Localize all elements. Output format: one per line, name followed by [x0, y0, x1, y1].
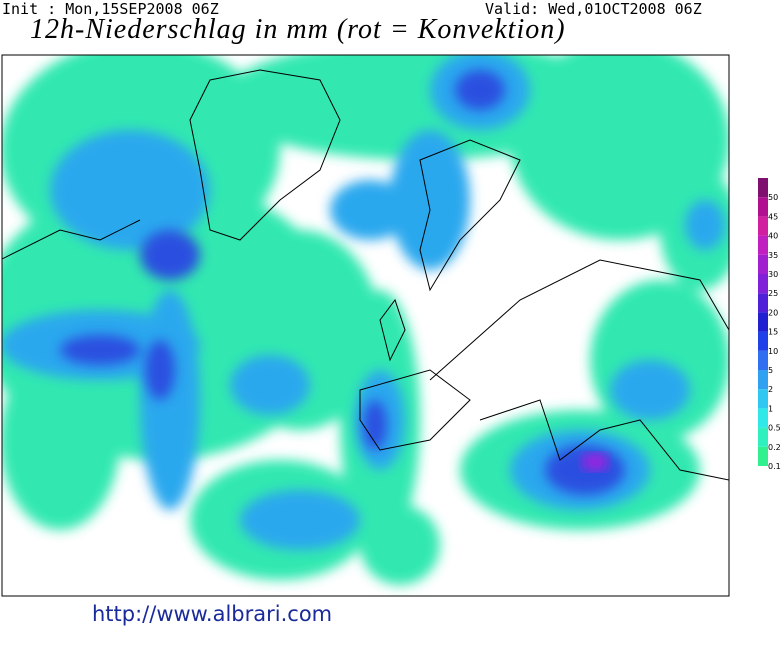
precip-field	[2, 55, 729, 585]
colorbar-label: 40	[768, 232, 778, 241]
title: 12h-Niederschlag in mm (rot = Konvektion…	[30, 14, 566, 45]
colorbar-label: 25	[768, 289, 778, 298]
colorbar-label: 1	[768, 404, 773, 413]
colorbar-label: 50	[768, 193, 778, 202]
colorbar-segment	[758, 293, 768, 313]
colorbar-label: 0.2	[768, 443, 781, 452]
colorbar-segment	[758, 197, 768, 217]
colorbar-segment	[758, 235, 768, 255]
valid-label: Valid: Wed,01OCT2008 06Z	[485, 0, 702, 18]
colorbar-segment	[758, 350, 768, 370]
colorbar-label: 30	[768, 270, 778, 279]
colorbar-label: 20	[768, 308, 778, 317]
colorbar-segment	[758, 216, 768, 236]
map-frame	[1, 54, 730, 597]
colorbar-label: 45	[768, 212, 778, 221]
colorbar-segment	[758, 389, 768, 409]
colorbar-segment	[758, 274, 768, 294]
colorbar-label: 15	[768, 328, 778, 337]
colorbar-label: 5	[768, 366, 773, 375]
colorbar-segment	[758, 254, 768, 274]
colorbar-label: 35	[768, 251, 778, 260]
colorbar-segment	[758, 427, 768, 447]
colorbar-label: 10	[768, 347, 778, 356]
colorbar-label: 0.5	[768, 424, 781, 433]
colorbar-segment	[758, 331, 768, 351]
colorbar-label: 2	[768, 385, 773, 394]
url: http://www.albrari.com	[92, 602, 333, 626]
colorbar-segment	[758, 178, 768, 198]
colorbar-segment	[758, 446, 768, 466]
colorbar-label: 0.1	[768, 462, 781, 471]
init-label: Init : Mon,15SEP2008 06Z	[2, 0, 219, 18]
colorbar-segment	[758, 370, 768, 390]
colorbar-segment	[758, 408, 768, 428]
colorbar-segment	[758, 312, 768, 332]
